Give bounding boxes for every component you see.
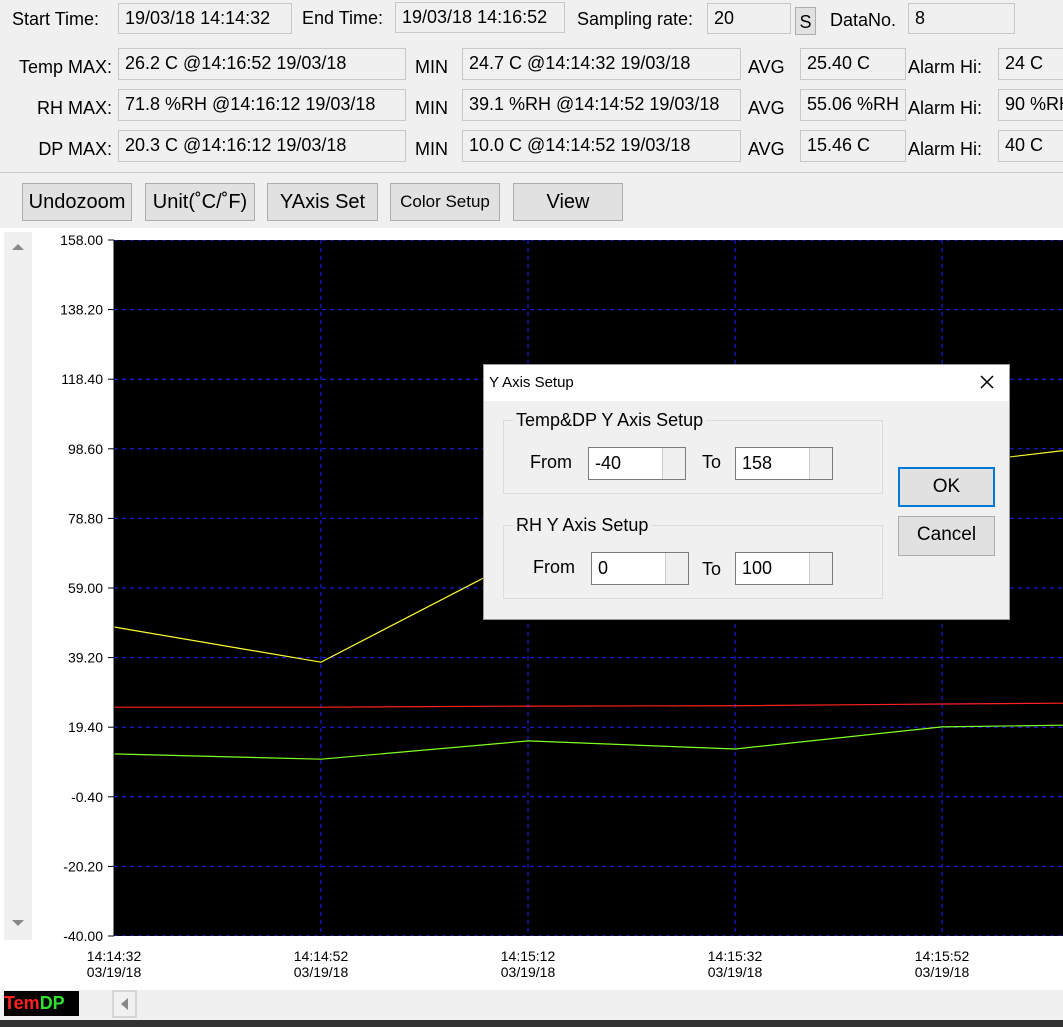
scrollbar[interactable]	[4, 232, 32, 940]
y-tick-label: 118.40	[61, 371, 103, 387]
max-field: 20.3 C @14:16:12 19/03/18	[118, 130, 406, 162]
end-label: End Time:	[302, 8, 384, 28]
x-tick-date: 03/19/18	[87, 964, 142, 980]
close-button[interactable]	[980, 375, 994, 389]
spinner[interactable]	[662, 448, 685, 479]
cancel-button[interactable]: Cancel	[898, 516, 995, 556]
y-tick-label: 19.40	[68, 719, 103, 735]
datano-label: DataNo.	[830, 10, 897, 30]
from-value: -40	[595, 453, 622, 473]
logo: TemDP	[4, 991, 79, 1016]
y-tick-label: -20.20	[63, 858, 103, 874]
alarm-label: Alarm Hi:	[908, 57, 983, 77]
from-label: From	[530, 452, 572, 472]
min-label: MIN	[415, 139, 448, 159]
alarm-field: 24 C	[998, 48, 1063, 80]
dialog: Y Axis Setup Temp&DP Y Axis Setup From -…	[483, 364, 1010, 620]
to-label: To	[702, 452, 722, 472]
from-label: From	[533, 557, 575, 577]
toolbar-button[interactable]: Undozoom	[22, 183, 132, 221]
y-tick-label: -40.00	[63, 928, 103, 944]
min-label: MIN	[415, 98, 448, 118]
y-tick-label: -0.40	[71, 789, 103, 805]
toolbar-button[interactable]: Color Setup	[390, 183, 500, 221]
row-label: Temp MAX:	[18, 57, 112, 77]
from-input[interactable]: -40	[588, 447, 686, 480]
alarm-field: 90 %RH	[998, 89, 1063, 121]
x-tick-label: 14:15:12	[501, 948, 556, 964]
dialog-title: Y Axis Setup	[489, 374, 574, 391]
max-field: 26.2 C @14:16:52 19/03/18	[118, 48, 406, 80]
group-title: Temp&DP Y Axis Setup	[513, 410, 707, 431]
avg-field: 55.06 %RH	[800, 89, 906, 121]
x-tick-date: 03/19/18	[915, 964, 970, 980]
scroll-left-arrow	[121, 998, 128, 1010]
spinner[interactable]	[809, 448, 832, 479]
max-field: 71.8 %RH @14:16:12 19/03/18	[118, 89, 406, 121]
group-box	[503, 525, 883, 599]
avg-field: 15.46 C	[800, 130, 906, 162]
x-tick-date: 03/19/18	[708, 964, 763, 980]
series-line	[114, 724, 1063, 760]
scroll-up[interactable]	[12, 244, 24, 250]
x-tick-label: 14:14:52	[294, 948, 349, 964]
x-tick-label: 14:14:32	[87, 948, 142, 964]
status-bar	[0, 1020, 1063, 1027]
y-tick-label: 39.20	[68, 650, 103, 666]
alarm-label: Alarm Hi:	[908, 98, 983, 118]
alarm-field: 40 C	[998, 130, 1063, 162]
min-field: 24.7 C @14:14:32 19/03/18	[462, 48, 741, 80]
scroll-down[interactable]	[12, 920, 24, 926]
y-tick-label: 59.00	[68, 580, 103, 596]
toolbar-button[interactable]: View	[513, 183, 623, 221]
avg-label: AVG	[748, 98, 785, 118]
min-label: MIN	[415, 57, 448, 77]
ok-button[interactable]: OK	[898, 467, 995, 507]
avg-label: AVG	[748, 57, 785, 77]
series-line	[114, 702, 1063, 708]
dialog-titlebar	[484, 365, 1009, 401]
to-input[interactable]: 100	[735, 552, 833, 585]
x-tick-date: 03/19/18	[294, 964, 349, 980]
separator	[0, 172, 1063, 173]
min-field: 39.1 %RH @14:14:52 19/03/18	[462, 89, 741, 121]
to-input[interactable]: 158	[735, 447, 833, 480]
min-field: 10.0 C @14:14:52 19/03/18	[462, 130, 741, 162]
x-tick-label: 14:15:52	[915, 948, 970, 964]
x-tick-date: 03/19/18	[501, 964, 556, 980]
y-tick-label: 138.20	[60, 302, 103, 318]
avg-field: 25.40 C	[800, 48, 906, 80]
logo-dp: DP	[39, 993, 65, 1013]
y-tick-label: 158.00	[60, 232, 103, 248]
from-input[interactable]: 0	[591, 552, 689, 585]
rate-label: Sampling rate:	[577, 9, 694, 29]
y-tick-label: 98.60	[68, 441, 103, 457]
row-label: RH MAX:	[36, 98, 112, 118]
y-tick-label: 78.80	[68, 510, 103, 526]
start-field: 19/03/18 14:14:32	[118, 3, 292, 34]
avg-label: AVG	[748, 139, 785, 159]
toolbar-button[interactable]: YAxis Set	[267, 183, 378, 221]
group-title: RH Y Axis Setup	[513, 515, 652, 536]
datano-field: 8	[908, 3, 1015, 34]
rate-unit-button[interactable]: S	[795, 7, 816, 35]
spinner[interactable]	[809, 553, 832, 584]
end-field: 19/03/18 14:16:52	[395, 2, 565, 33]
from-value: 0	[598, 558, 609, 578]
alarm-label: Alarm Hi:	[908, 139, 983, 159]
start-label: Start Time:	[12, 9, 100, 29]
x-tick-label: 14:15:32	[708, 948, 763, 964]
row-label: DP MAX:	[38, 139, 112, 159]
spinner[interactable]	[665, 553, 688, 584]
to-value: 100	[742, 558, 773, 578]
to-value: 158	[742, 453, 773, 473]
to-label: To	[702, 559, 722, 579]
logo-tem: Tem	[4, 993, 40, 1013]
rate-field: 20	[707, 3, 791, 34]
toolbar-button[interactable]: Unit(˚C/˚F)	[145, 183, 255, 221]
